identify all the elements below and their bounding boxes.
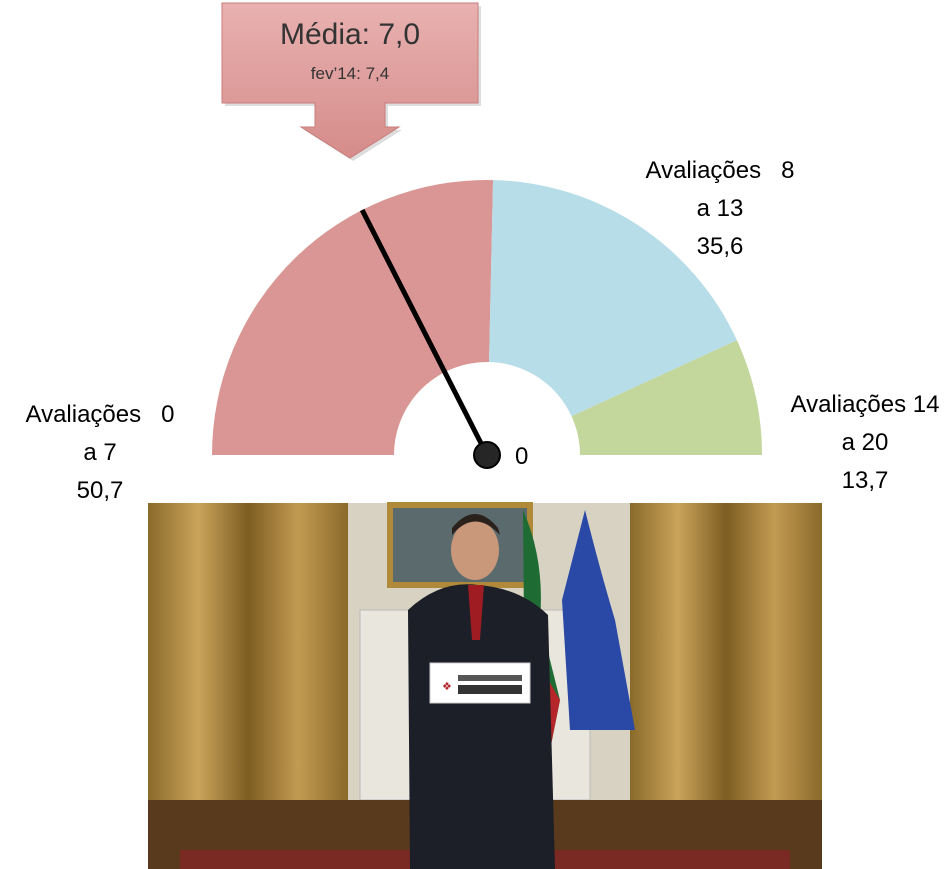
value-label: 13,7 [755, 462, 945, 500]
svg-text:❖: ❖ [442, 681, 452, 693]
value-label: 50,7 [0, 472, 210, 510]
category-label: Avaliações 0 a 7 [0, 396, 210, 472]
photo: ❖ [148, 503, 822, 869]
comparison-label: fev’14: 7,4 [222, 64, 478, 84]
needle-hub [474, 442, 500, 468]
needle-label: Média: 7,0 [222, 18, 478, 52]
category-label: Avaliações 8 a 13 [610, 152, 830, 228]
gauge-segment [212, 180, 493, 455]
center-label: 0 [515, 443, 528, 470]
page: 0 ❖ Média: 7,0 fev’14: 7,4 (() => { cons… [0, 0, 945, 869]
category-label: Avaliações 14 a 20 [755, 386, 945, 462]
value-label: 35,6 [610, 228, 830, 266]
